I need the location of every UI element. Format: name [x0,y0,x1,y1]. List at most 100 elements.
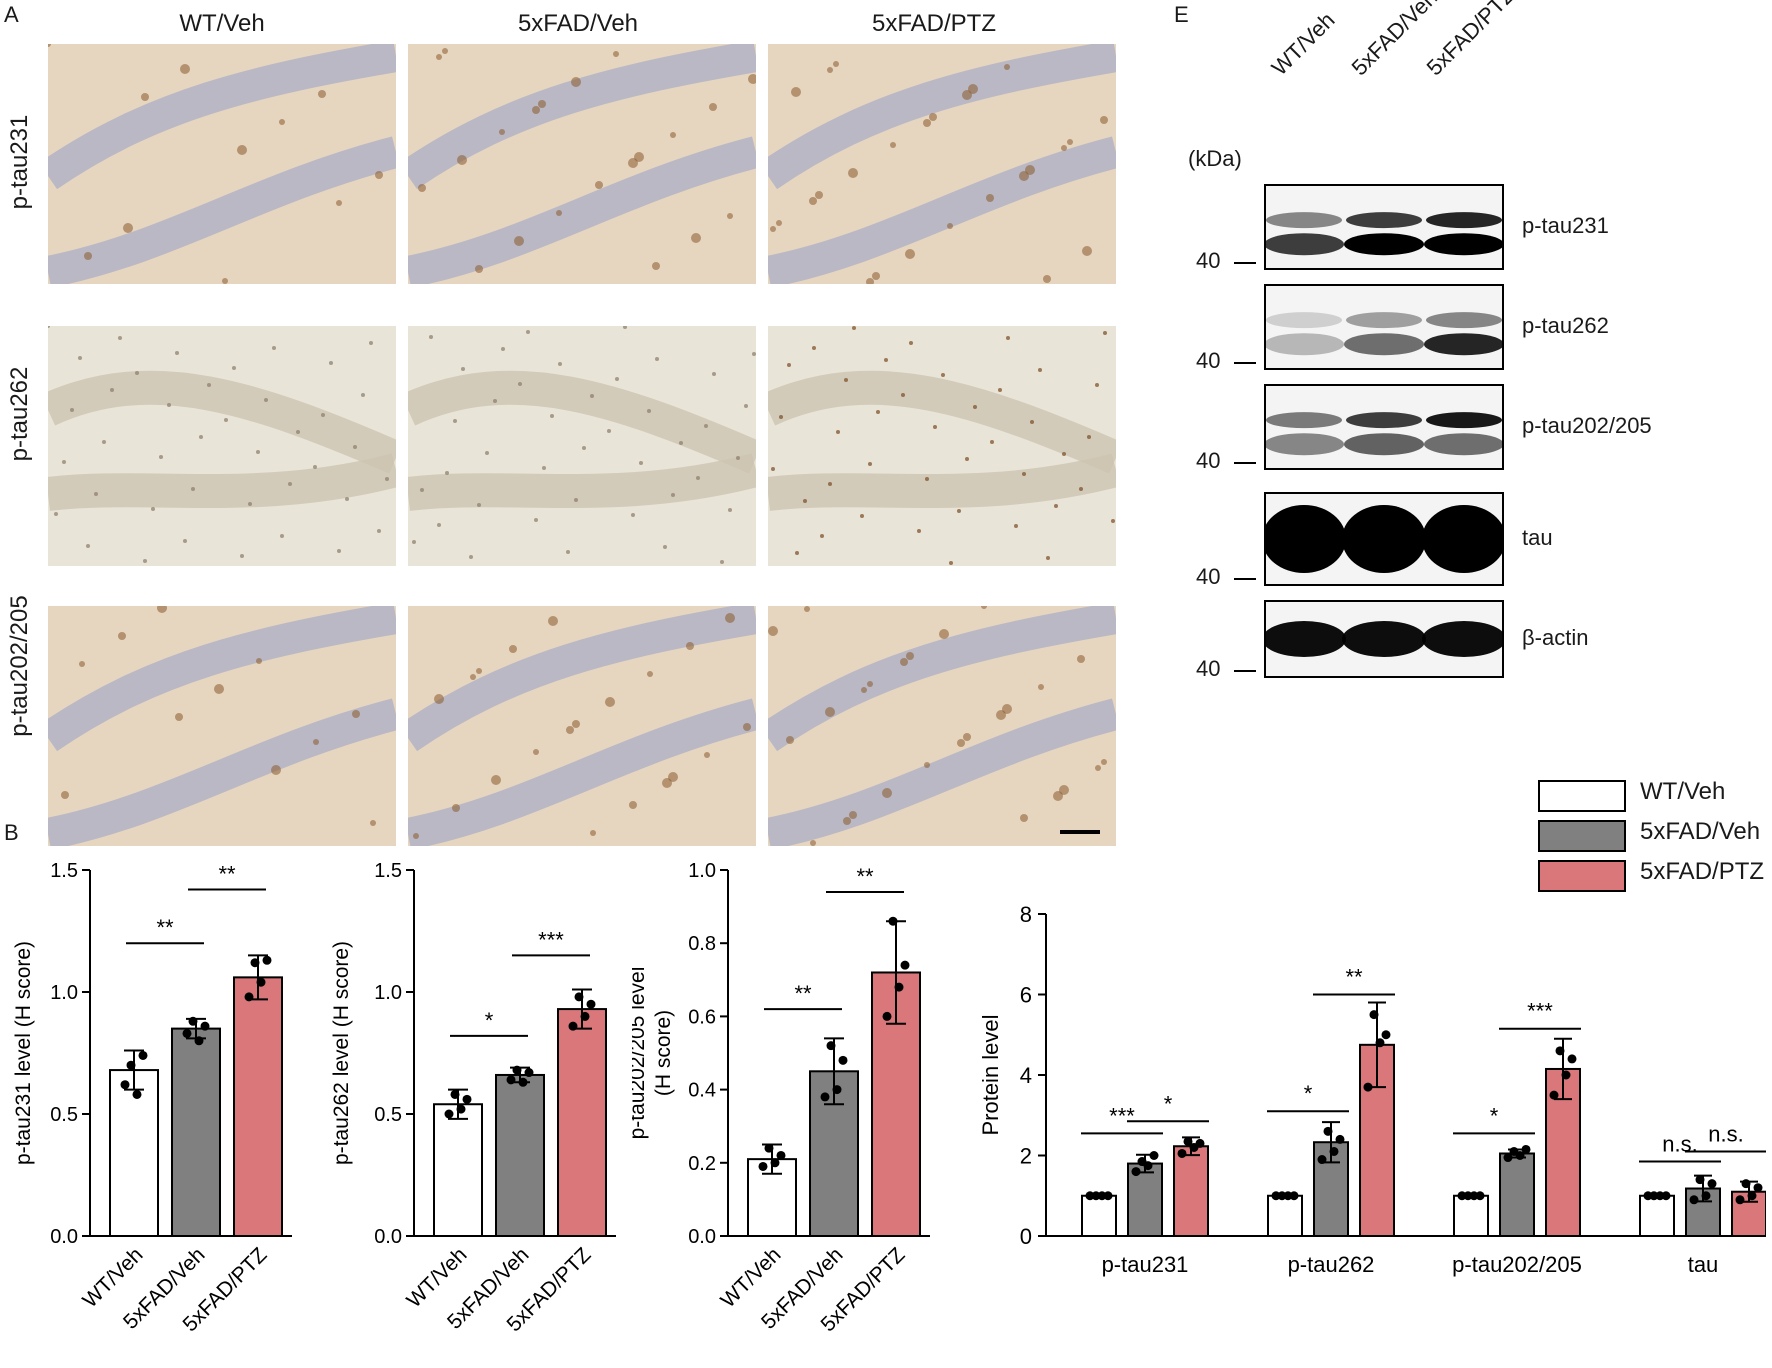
y-tick-label: 4 [1020,1063,1032,1088]
data-point [580,1011,590,1021]
nucleus [752,352,756,356]
nucleus [321,413,325,417]
data-point [568,1021,578,1031]
band [1266,412,1342,429]
stained-cell [476,668,482,674]
legend-swatch-fad-ptz [1538,860,1626,892]
nucleus [1095,383,1099,387]
stained-cell [968,84,978,94]
micrograph-image [768,606,1116,846]
chart-d: 0.0 0.2 0.4 0.6 0.8 1.0 p-tau202/205 level(H s… [632,860,930,1336]
sig-label: *** [538,927,564,952]
stained-cell [861,687,867,693]
stained-cell [318,90,326,98]
stained-cell [279,119,285,125]
nucleus [901,393,905,397]
nucleus [1087,435,1091,439]
stained-cell [963,733,971,741]
data-point [770,1158,780,1168]
sig-label: ** [856,864,874,889]
stained-cell [725,613,735,623]
micrograph-image [48,606,396,846]
y-tick-label: 0.6 [688,1006,716,1028]
band [1344,333,1424,356]
nucleus [860,514,864,518]
stained-cell [256,658,262,664]
stained-cell [532,106,540,114]
stained-cell [843,817,851,825]
stained-cell [1002,704,1012,714]
nucleus [941,373,945,377]
sig-label: * [485,1008,494,1033]
nucleus [199,435,203,439]
stained-cell [1082,246,1092,256]
stained-cell [1095,765,1101,771]
granule-layer-lower [48,698,396,846]
stained-cell [776,220,782,226]
nucleus [828,482,832,486]
data-point [1515,1151,1525,1160]
lane-label-wt: WT/Veh [1266,7,1340,81]
kda-label: (kDa) [1188,146,1242,171]
nucleus [526,330,530,334]
y-tick-label: 1.0 [688,860,716,882]
x-tick-label: p-tau231 [1102,1252,1189,1277]
stained-cell [336,200,342,206]
stained-cell [924,762,930,768]
nucleus [329,361,333,365]
nucleus [485,451,489,455]
data-point [1747,1191,1757,1201]
stained-cell [786,736,794,744]
nucleus [836,430,840,434]
stained-cell [590,830,596,836]
stained-cell [548,616,558,626]
x-tick-label: p-tau262 [1288,1252,1375,1277]
nucleus [1038,368,1042,372]
stained-cell [475,265,483,273]
sig-label: ** [156,915,174,940]
stained-cell [514,236,524,246]
stained-cell [499,129,505,135]
band [1426,212,1502,229]
data-point [1689,1195,1699,1205]
data-point [456,1104,466,1114]
micrograph-image [768,44,1116,284]
stained-cell [929,113,937,121]
micrograph-r0-c1 [408,44,756,284]
nucleus [78,356,82,360]
nucleus [437,523,441,527]
stained-cell [849,811,857,819]
band [1264,433,1344,456]
nucleus [550,414,554,418]
data-point [838,1055,848,1065]
bar [1267,1194,1303,1237]
data-point [1381,1030,1391,1040]
stained-cell [827,67,833,73]
band [1426,412,1502,429]
y-tick-label: 1.5 [374,860,402,882]
data-point [1103,1191,1113,1201]
data-point [450,1089,460,1099]
micrograph-image [408,606,756,846]
nucleus [884,358,888,362]
stained-cell [79,661,85,667]
data-point [1143,1161,1153,1171]
ihc-row-ptau231: p-tau231 [6,114,33,210]
nucleus [1006,336,1010,340]
nucleus [1062,452,1066,456]
data-point [462,1094,472,1104]
data-point [1521,1144,1531,1154]
nucleus [639,461,643,465]
nucleus [369,341,373,345]
nucleus [623,326,627,329]
stained-cell [452,804,460,812]
stained-cell [123,223,133,233]
granule-layer-upper [768,370,1116,474]
band [1344,233,1424,256]
blot-membrane [1264,492,1504,586]
nucleus [1111,519,1115,523]
nucleus [151,507,155,511]
sig-label: ** [794,981,812,1006]
nucleus [191,487,195,491]
nucleus [655,357,659,361]
